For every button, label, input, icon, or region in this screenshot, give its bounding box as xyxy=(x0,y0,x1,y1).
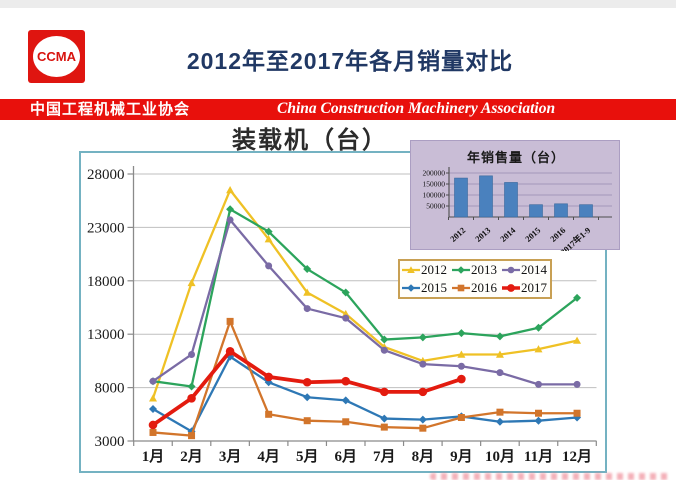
chart-title: 装载机（台） xyxy=(232,127,388,154)
inset-bar-2016 xyxy=(554,203,568,218)
inset-category-label: 2016 xyxy=(548,225,567,244)
legend-marker-icon-2015 xyxy=(402,284,420,292)
watermark-smudge xyxy=(430,473,670,480)
legend-marker-icon-2013 xyxy=(452,266,470,274)
legend-marker xyxy=(507,284,515,292)
inset-bar-2012 xyxy=(454,177,468,218)
inset-y-tick-label: 200000 xyxy=(423,169,446,178)
legend-marker-icon-2012 xyxy=(402,266,420,274)
legend-marker xyxy=(507,266,515,274)
legend-label-2017: 2017 xyxy=(521,280,547,295)
ccma-logo-oval: CCMA xyxy=(33,36,80,77)
inset-category-label: 2014 xyxy=(498,225,518,244)
inset-bar-2013 xyxy=(479,175,493,218)
ccma-logo-text: CCMA xyxy=(37,49,76,64)
banner-english-name: China Construction Machinery Association xyxy=(277,100,556,117)
legend-label-2015: 2015 xyxy=(421,280,447,295)
inset-category-label: 2012 xyxy=(448,225,467,244)
legend-item-2014: 2014 xyxy=(502,262,552,278)
ccma-logo: CCMA xyxy=(28,30,85,83)
top-strip xyxy=(0,0,676,8)
inset-y-tick-label: 150000 xyxy=(423,180,446,189)
legend-item-2013: 2013 xyxy=(452,262,502,278)
legend-item-2017: 2017 xyxy=(502,280,552,296)
banner-chinese-name: 中国工程机械工业协会 xyxy=(30,101,191,118)
inset-bar-2014 xyxy=(504,182,518,218)
legend-label-2014: 2014 xyxy=(521,262,547,277)
legend-item-2012: 2012 xyxy=(402,262,452,278)
inset-chart-title: 年销售量（台） xyxy=(466,150,565,165)
legend-marker-icon-2017 xyxy=(502,284,520,292)
inset-y-tick-label: 50000 xyxy=(426,202,445,211)
legend-label-2013: 2013 xyxy=(471,262,497,277)
legend-item-2015: 2015 xyxy=(402,280,452,296)
chart-legend: 2012 2013 2014 2015 2016 2017 xyxy=(398,259,552,299)
inset-y-tick-label: 100000 xyxy=(423,191,446,200)
legend-marker xyxy=(407,284,415,292)
inset-category-label: 2015 xyxy=(523,225,542,244)
legend-marker xyxy=(457,284,465,292)
inset-bar-2017年1-9 xyxy=(579,204,593,218)
legend-marker-icon-2014 xyxy=(502,266,520,274)
inset-category-label: 2013 xyxy=(473,225,492,244)
annual-sales-bar-chart: 50000 100000 150000 200000 2012 2013 2014 2015 2… xyxy=(423,167,612,251)
legend-marker xyxy=(457,266,465,274)
page-title: 2012年至2017年各月销量对比 xyxy=(186,48,514,74)
legend-item-2016: 2016 xyxy=(452,280,502,296)
association-banner: 中国工程机械工业协会 China Construction Machinery … xyxy=(0,99,676,120)
legend-label-2016: 2016 xyxy=(471,280,497,295)
inset-bar-2015 xyxy=(529,204,543,218)
annual-sales-inset-panel: 年销售量（台） 50000 100000 150000 200000 2012 2013 2… xyxy=(410,140,620,251)
legend-marker-icon-2016 xyxy=(452,284,470,292)
legend-label-2012: 2012 xyxy=(421,262,447,277)
